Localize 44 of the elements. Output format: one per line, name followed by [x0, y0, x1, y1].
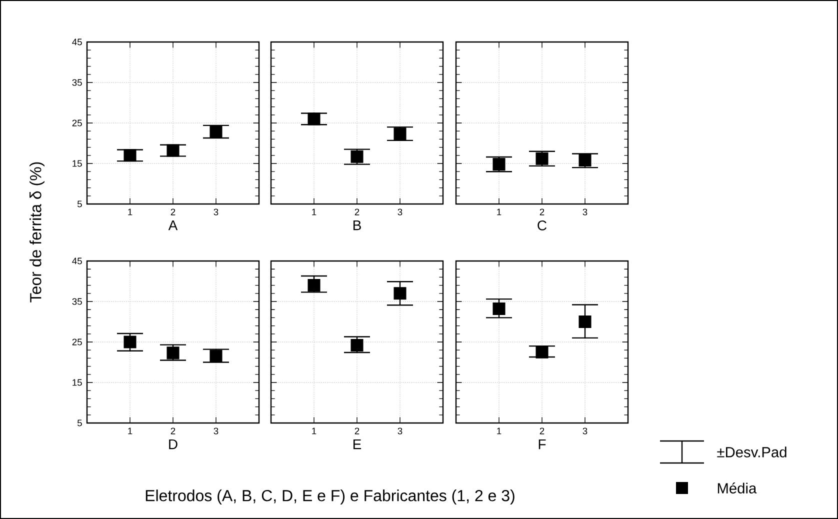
- x-tick-label: 2: [540, 428, 544, 434]
- text: ±Desv.Pad: [717, 446, 786, 458]
- x-axis-title: F: [538, 439, 546, 450]
- x-tick-label: 1: [128, 208, 132, 216]
- x-tick-label: 2: [354, 428, 360, 434]
- point: [210, 126, 222, 138]
- point: [166, 346, 180, 360]
- y-tick-label: 25: [72, 120, 82, 126]
- x-tick-label: 2: [354, 208, 360, 216]
- y-tick-label: 15: [72, 379, 82, 386]
- point: [124, 336, 136, 348]
- x-tick-label: 1: [497, 428, 502, 434]
- point: [124, 149, 136, 162]
- x-tick-label: 2: [170, 208, 176, 216]
- y-tick-label: 5: [77, 200, 82, 208]
- x-tick-label: 2: [540, 208, 544, 216]
- x-tick-label: 1: [312, 208, 316, 216]
- x-tick-label: 1: [497, 208, 502, 216]
- x-tick-label: 3: [582, 428, 588, 434]
- x-axis-title: A: [168, 220, 178, 230]
- x-axis-title: B: [353, 220, 361, 230]
- x-tick-label: 3: [582, 208, 588, 216]
- x-tick-label: 3: [214, 208, 218, 216]
- text: Eletrodos (A, B, C, D, E e F) e Fabricantes (1, 2 e 3): [146, 490, 514, 504]
- y-tick-label: 35: [72, 298, 82, 305]
- y-tick-label: 15: [72, 160, 82, 167]
- x-axis-title: D: [169, 439, 178, 450]
- legend-label: Média: [718, 482, 757, 494]
- x-axis-title: C: [538, 220, 547, 230]
- y-tick-label: 35: [72, 79, 82, 86]
- y-tick-label: 45: [72, 258, 82, 264]
- x-tick-label: 2: [170, 428, 176, 434]
- point: [166, 144, 180, 157]
- y-axis-title: Teor de ferrita δ (%): [30, 162, 44, 302]
- x-tick-label: 3: [398, 428, 402, 434]
- x-tick-label: 3: [214, 428, 218, 434]
- y-tick-label: 45: [72, 38, 82, 46]
- x-tick-label: 1: [312, 428, 316, 434]
- x-tick-label: 3: [398, 208, 402, 216]
- point: [210, 350, 222, 362]
- y-tick-label: 25: [72, 338, 82, 346]
- x-axis-title: E: [353, 439, 362, 450]
- y-tick-label: 5: [77, 420, 82, 426]
- x-tick-label: 1: [128, 428, 132, 434]
